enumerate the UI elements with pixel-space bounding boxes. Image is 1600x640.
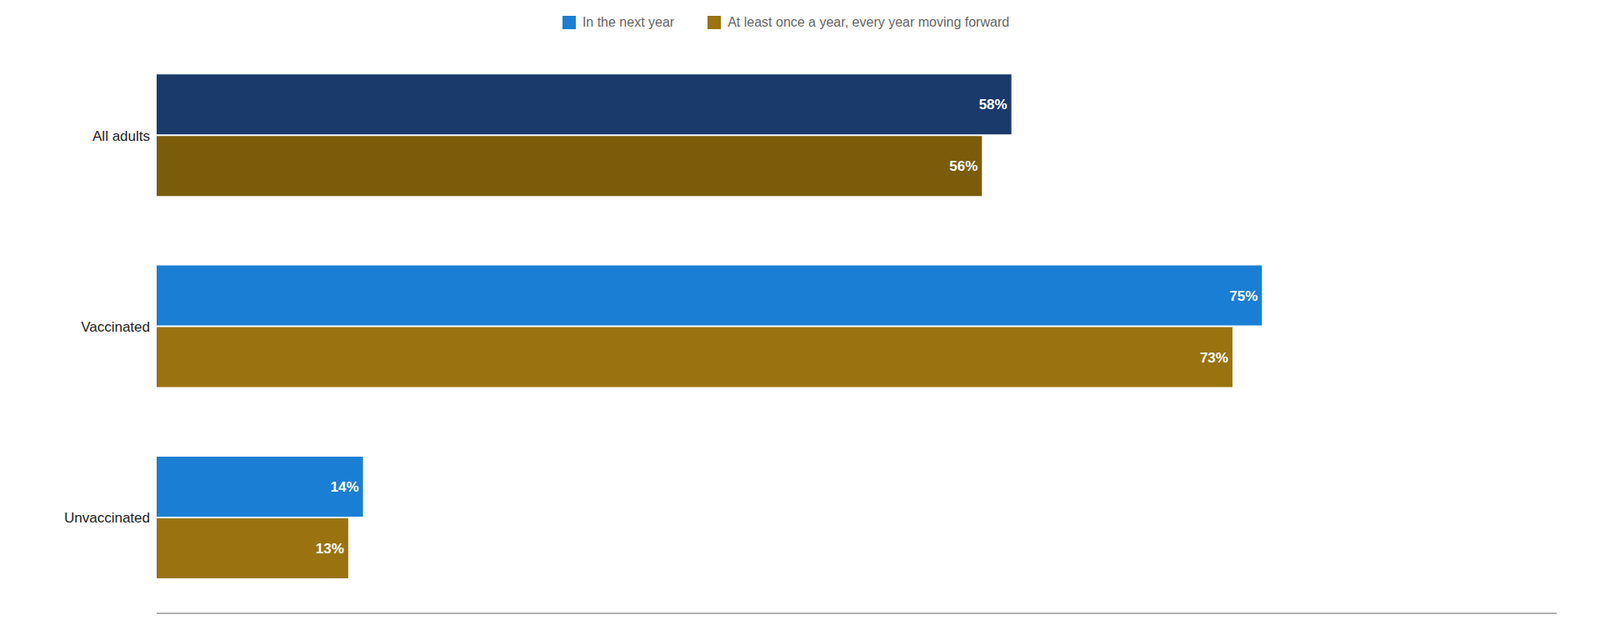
svg-text:13%: 13% [315,540,345,557]
svg-text:58%: 58% [979,96,1008,113]
html-text:In the next year: In the next year [582,15,675,30]
svg-text:Unvaccinated: Unvaccinated [64,510,150,526]
html-text:At least once a year, every ye: At least once a year, every year moving … [727,15,1010,30]
svg-text:Vaccinated: Vaccinated [80,319,150,335]
svg-text:14%: 14% [330,479,360,495]
svg-text:56%: 56% [949,158,978,175]
svg-text:75%: 75% [1229,288,1258,305]
svg-text:73%: 73% [1200,350,1229,366]
svg-text:All adults: All adults [92,128,150,145]
